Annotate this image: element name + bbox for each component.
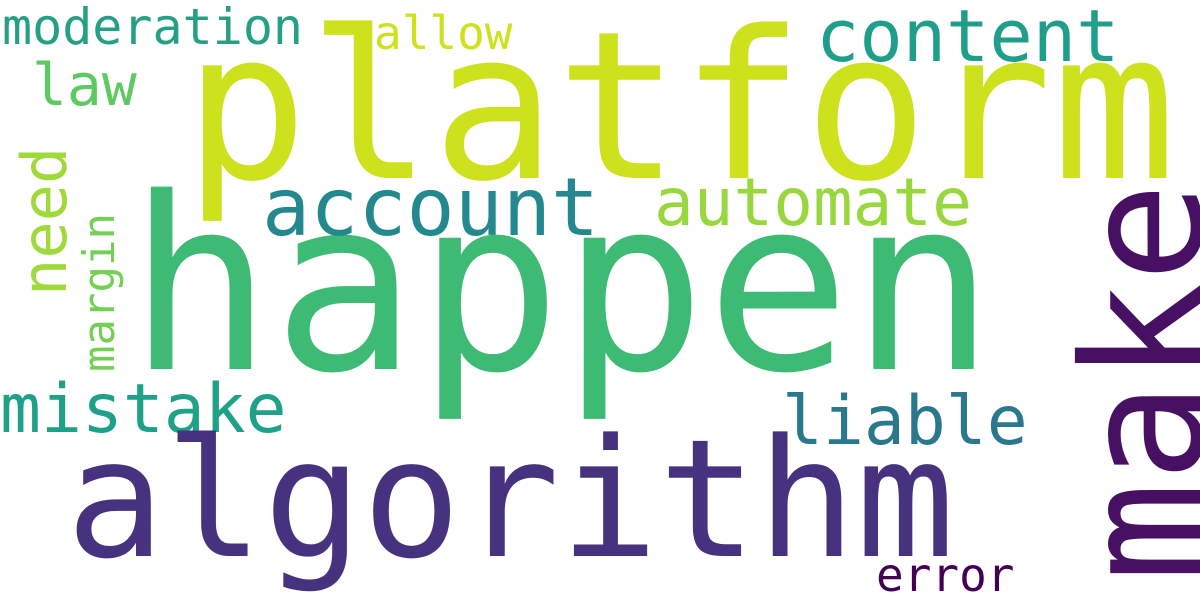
word-content: content [816,0,1120,78]
word-error: error [876,548,1015,600]
word-law: law [32,51,137,119]
word-liable: liable [782,382,1028,461]
word-automate: automate [654,164,972,241]
word-algorithm: algorithm [66,404,955,595]
word-account: account [262,161,600,254]
word-allow: allow [374,6,513,60]
word-moderation: moderation [2,0,304,56]
word-happen: happen [128,146,995,426]
word-mistake: mistake [0,370,287,449]
word-need: need [8,146,81,296]
word-margin: margin [74,213,125,372]
word-make: make [1048,182,1200,582]
word-platform: platform [184,0,1177,227]
